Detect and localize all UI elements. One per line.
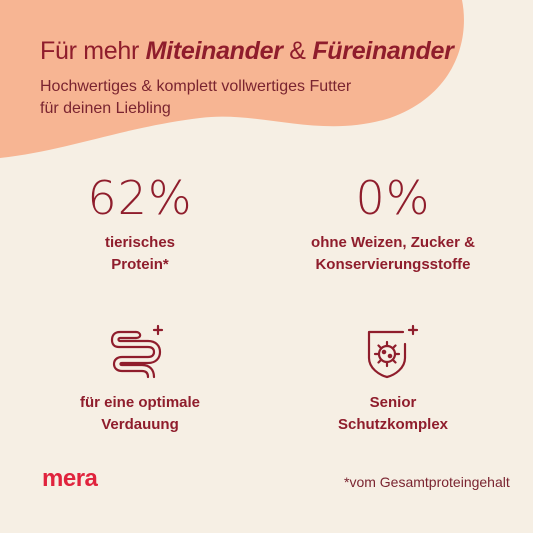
header: Für mehr Miteinander & Füreinander Hochw… (40, 36, 510, 120)
virus-shield-plus-icon (367, 324, 419, 379)
brand-logo: mera (42, 465, 98, 492)
intestine-plus-icon (110, 324, 164, 379)
feature-protein: 62% tierisches Protein* (25, 172, 255, 276)
protein-label: tierisches Protein* (104, 234, 176, 273)
feature-free-from: 0% ohne Weizen, Zucker & Konservierungss… (278, 172, 508, 276)
digestion-label: für eine optimale Verdauung (79, 394, 201, 433)
senior-label: Senior Schutzkomplex (337, 394, 449, 433)
free-from-label: ohne Weizen, Zucker & Konservierungsstof… (311, 234, 475, 273)
protein-percentage: 62% (87, 171, 193, 225)
page-title: Für mehr Miteinander & Füreinander (40, 37, 454, 65)
page-subtitle: Hochwertiges & komplett vollwertiges Fut… (40, 78, 352, 117)
footnote: *vom Gesamtproteingehalt (344, 474, 510, 490)
free-from-percentage: 0% (355, 171, 431, 225)
feature-senior: Senior Schutzkomplex (278, 322, 508, 436)
feature-digestion: für eine optimale Verdauung (25, 322, 255, 436)
